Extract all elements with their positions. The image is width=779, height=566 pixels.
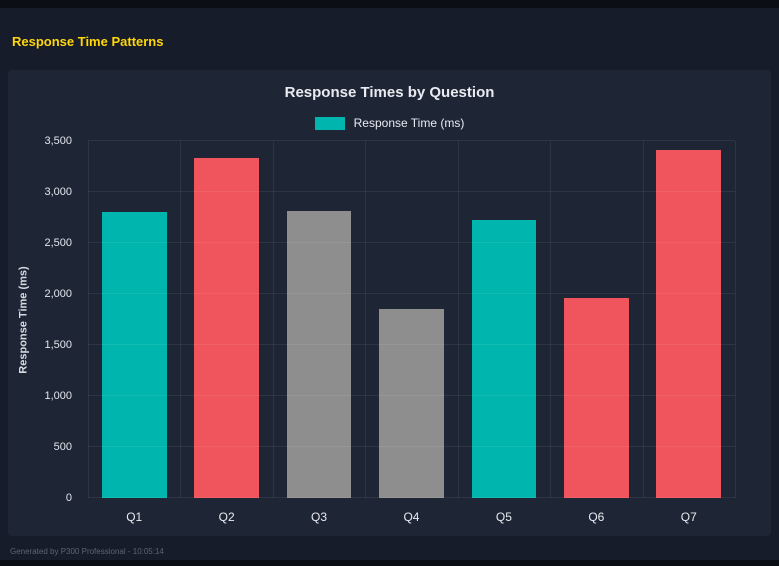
gridline-h (88, 344, 735, 345)
gridline-h (88, 191, 735, 192)
main-surface: Response Time Patterns Response Times by… (0, 8, 779, 560)
gridline-v (272, 141, 274, 498)
bar-cell-q7 (643, 141, 735, 498)
bar-q3[interactable] (286, 211, 352, 498)
x-tick-label-q5: Q5 (495, 510, 512, 524)
plot-area (88, 140, 736, 498)
gridline-v (180, 141, 182, 498)
y-tick-label: 500 (53, 441, 72, 453)
chart-card: Response Times by Question Response Time… (8, 70, 771, 536)
bar-cell-q1 (88, 141, 180, 498)
x-tick-label-q2: Q2 (218, 510, 235, 524)
bar-q6[interactable] (563, 298, 629, 498)
bar-cell-q3 (273, 141, 365, 498)
x-tick-label-q6: Q6 (588, 510, 605, 524)
x-axis-labels: Q1 Q2 Q3 Q4 Q5 Q6 Q7 (88, 510, 735, 524)
gridline-h (88, 497, 735, 498)
bar-q4[interactable] (379, 309, 444, 498)
gridline-v (88, 141, 89, 498)
y-tick-label: 1,000 (44, 390, 72, 402)
bar-cell-q5 (458, 141, 550, 498)
y-tick-label: 2,000 (44, 288, 72, 300)
x-tick-label-q4: Q4 (403, 510, 420, 524)
gridline-v (457, 141, 459, 498)
x-tick-label-q7: Q7 (680, 510, 697, 524)
gridline-v (550, 141, 552, 498)
gridline-h (88, 446, 735, 447)
bar-q1[interactable] (101, 212, 167, 498)
bar-cell-q6 (550, 141, 642, 498)
chart-legend[interactable]: Response Time (ms) (8, 116, 771, 130)
y-tick-label: 0 (65, 492, 72, 504)
bar-q7[interactable] (656, 150, 722, 498)
gridline-v (642, 141, 644, 498)
x-tick-label-q1: Q1 (126, 510, 143, 524)
bar-cell-q4 (365, 141, 457, 498)
y-tick-label: 3,500 (44, 135, 72, 147)
bar-cell-q2 (180, 141, 272, 498)
legend-swatch (314, 116, 345, 130)
gridline-v (735, 141, 736, 498)
bar-q5[interactable] (471, 219, 537, 498)
y-axis-ticks: 0 500 1,000 1,500 2,000 2,500 3,000 3,500 (8, 135, 80, 504)
gridline-h (88, 395, 735, 396)
bar-q2[interactable] (194, 158, 259, 498)
chart-title: Response Times by Question (284, 84, 495, 101)
gridline-h (88, 242, 735, 243)
gridline-h (88, 140, 735, 141)
footer-note: Generated by P300 Professional - 10:05:1… (10, 547, 164, 556)
bars-row (88, 141, 735, 498)
legend-label: Response Time (ms) (353, 116, 465, 130)
page-title: Response Time Patterns (12, 34, 164, 49)
x-tick-label-q3: Q3 (311, 510, 328, 524)
y-tick-label: 2,500 (44, 237, 72, 249)
y-tick-label: 1,500 (44, 339, 72, 351)
y-tick-label: 3,000 (44, 186, 72, 198)
gridline-h (88, 293, 735, 294)
gridline-v (365, 141, 367, 498)
